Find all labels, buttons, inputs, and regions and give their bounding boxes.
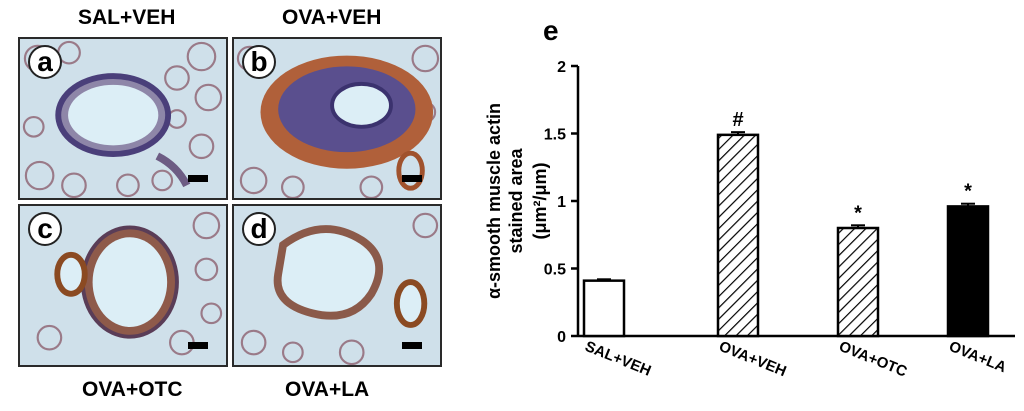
y-axis-label-line: α-smooth muscle actin bbox=[484, 103, 504, 299]
y-tick-label: 0.5 bbox=[544, 262, 566, 279]
y-tick-label: 1.5 bbox=[544, 127, 566, 144]
y-axis-label-line: stained area bbox=[506, 147, 526, 253]
x-tick-label: SAL+VEH bbox=[583, 338, 654, 380]
micrograph-d-image bbox=[234, 206, 440, 365]
micrograph-panel-a: a bbox=[18, 37, 228, 200]
bar-chart: e α-smooth muscle actin stained area (μm²/… bbox=[484, 15, 1015, 381]
panel-c-title: OVA+OTC bbox=[82, 378, 183, 401]
panel-b-title: OVA+VEH bbox=[282, 6, 382, 29]
micrograph-a-image bbox=[20, 39, 226, 198]
scale-bar bbox=[188, 342, 208, 349]
significance-marker: * bbox=[854, 202, 862, 224]
micrograph-panel-d: d bbox=[232, 204, 442, 367]
chart-bars: # * * bbox=[582, 109, 990, 338]
bar bbox=[946, 205, 990, 338]
chart-panel-letter: e bbox=[543, 15, 559, 46]
scale-bar bbox=[402, 175, 422, 182]
y-axis-label: α-smooth muscle actin stained area (μm²/μm… bbox=[484, 103, 550, 299]
x-tick-labels: SAL+VEH OVA+VEH OVA+OTC OVA+LA bbox=[583, 338, 1009, 381]
significance-marker: # bbox=[732, 109, 743, 131]
scale-bar bbox=[188, 175, 208, 182]
panel-c-badge: c bbox=[28, 212, 62, 246]
y-tick-label: 0 bbox=[557, 329, 566, 346]
bar bbox=[582, 279, 626, 338]
y-tick-label: 1 bbox=[557, 194, 566, 211]
significance-marker: * bbox=[964, 181, 972, 203]
panel-a-title: SAL+VEH bbox=[78, 6, 176, 29]
panel-a-badge: a bbox=[28, 45, 62, 79]
panel-d-badge: d bbox=[242, 212, 276, 246]
bar bbox=[716, 133, 760, 338]
panel-d-title: OVA+LA bbox=[285, 378, 370, 401]
x-tick-label: OVA+LA bbox=[947, 338, 1009, 376]
scale-bar bbox=[402, 342, 422, 349]
x-tick-label: OVA+VEH bbox=[717, 338, 789, 380]
y-tick-label: 2 bbox=[557, 59, 566, 76]
micrograph-panel-b: b bbox=[232, 37, 442, 200]
panel-b-badge: b bbox=[242, 45, 276, 79]
chart-axes: 0 0.5 1 1.5 2 bbox=[544, 59, 1015, 346]
bar bbox=[836, 226, 880, 338]
y-axis-label-line: (μm²/μm) bbox=[530, 162, 550, 239]
micrograph-panel-c: c bbox=[18, 204, 228, 367]
x-tick-label: OVA+OTC bbox=[837, 338, 910, 381]
